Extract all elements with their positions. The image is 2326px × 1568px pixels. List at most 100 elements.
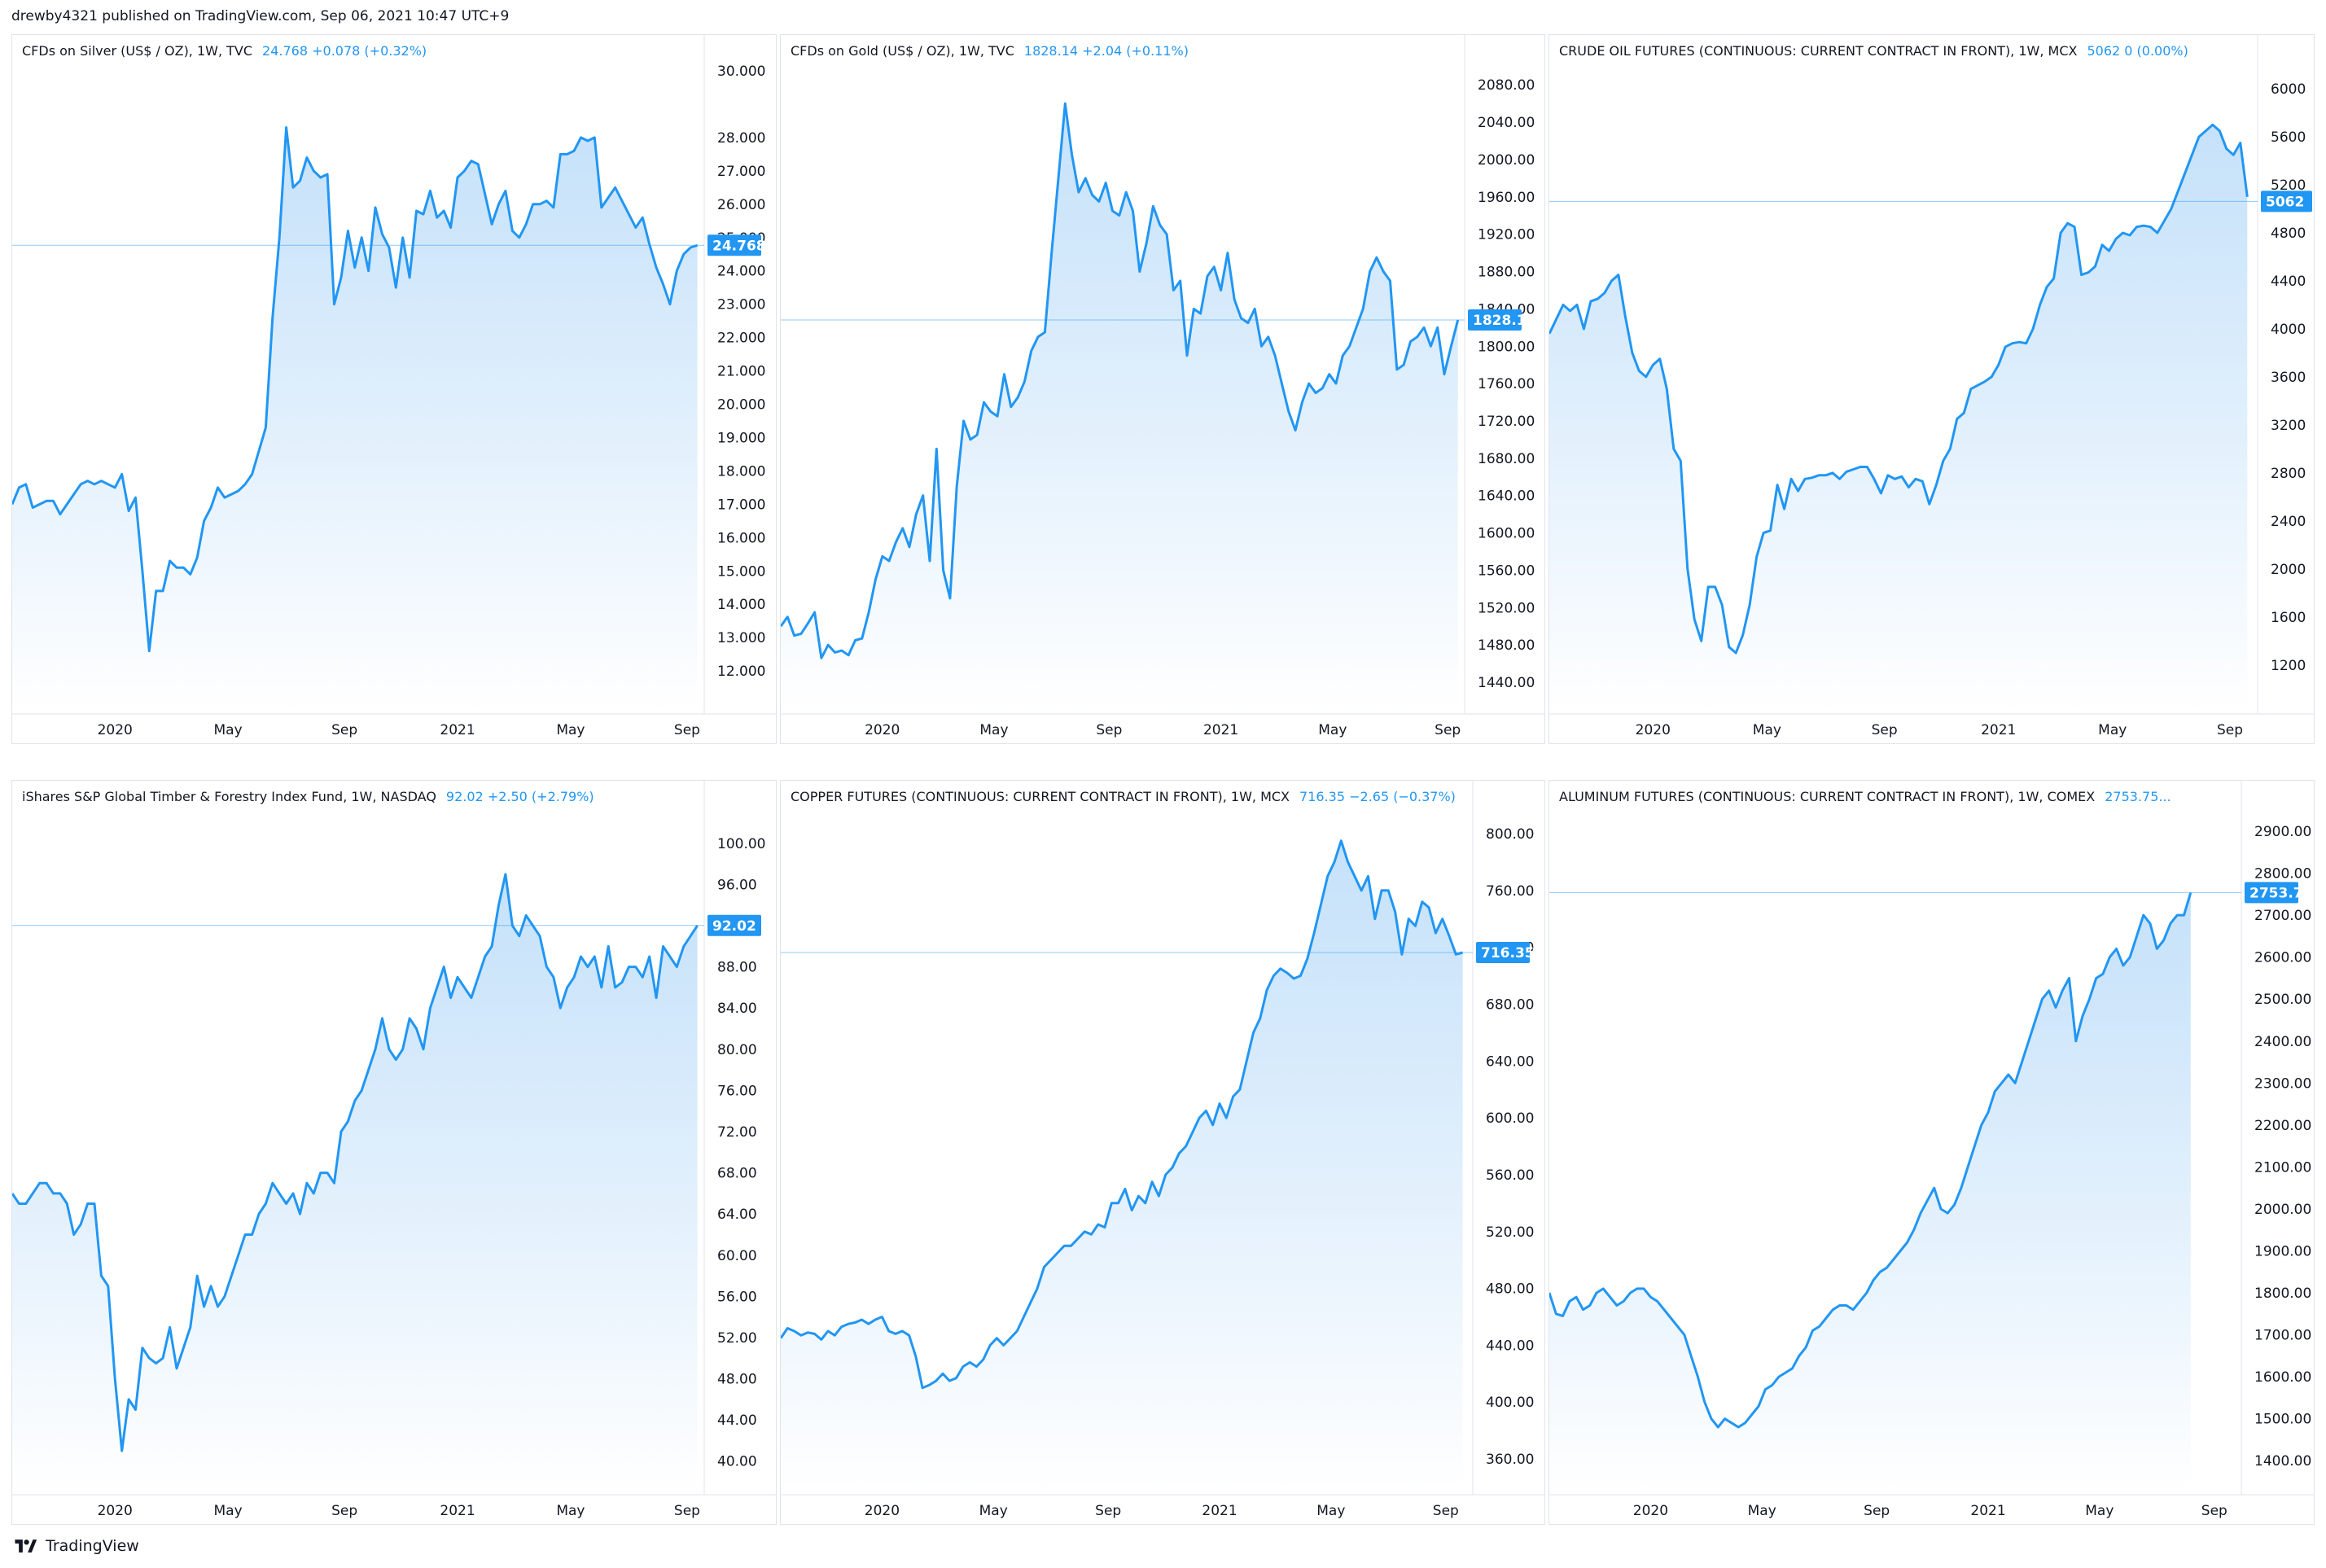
y-tick-label: 76.00 xyxy=(717,1083,757,1099)
y-tick-label: 1480.00 xyxy=(1478,637,1535,654)
y-tick-label: 3200 xyxy=(2271,418,2306,434)
symbol-label: COPPER FUTURES (CONTINUOUS: CURRENT CONT… xyxy=(791,789,1290,804)
chart-panel[interactable]: 30.00028.00027.00026.00025.00024.00023.0… xyxy=(11,34,777,744)
y-tick-label: 2800.00 xyxy=(2254,866,2311,883)
y-tick-label: 1600.00 xyxy=(1478,526,1535,542)
chart-panel[interactable]: 2080.00 2040.00 2000.00 1960.00 1920.00 1880.… xyxy=(780,34,1545,744)
y-tick-label: 28.000 xyxy=(717,130,765,147)
series-area xyxy=(1549,125,2248,713)
quote-label: 5062 0 (0.00%) xyxy=(2087,43,2188,59)
chart-panel[interactable]: 6000 5600 5200 4800 4400 4000 3600 3200 2800 2400… xyxy=(1548,34,2315,744)
y-tick-label: 1600.00 xyxy=(2254,1369,2311,1386)
y-tick-label: 2400 xyxy=(2271,514,2306,530)
chart-svg: 800.00760.00720.00680.00640.00600.00560.… xyxy=(781,781,1544,1519)
y-tick-label: 480.00 xyxy=(1486,1281,1534,1298)
y-tick-label: 1400.00 xyxy=(2254,1453,2311,1469)
x-tick-label: May xyxy=(979,722,1008,738)
x-tick-label: Sep xyxy=(674,1503,700,1519)
y-tick-label: 6000 xyxy=(2271,81,2306,98)
y-tick-label: 4800 xyxy=(2271,226,2306,242)
x-tick-label: Sep xyxy=(1433,1503,1459,1519)
symbol-label: CFDs on Silver (US$ / OZ), 1W, TVC xyxy=(22,43,253,59)
publisher-line: drewby4321 published on TradingView.com,… xyxy=(11,8,510,24)
quote-label: 24.768 +0.078 (+0.32%) xyxy=(262,43,427,59)
y-tick-label: 20.000 xyxy=(717,397,765,414)
chart-legend: COPPER FUTURES (CONTINUOUS: CURRENT CONT… xyxy=(791,789,1456,804)
y-tick-label: 2600.00 xyxy=(2254,950,2311,966)
chart-legend: CFDs on Gold (US$ / OZ), 1W, TVC 1828.14 … xyxy=(791,43,1189,59)
y-tick-label: 60.00 xyxy=(717,1248,757,1264)
symbol-label: ALUMINUM FUTURES (CONTINUOUS: CURRENT CO… xyxy=(1559,789,2096,804)
y-tick-label: 52.00 xyxy=(717,1330,757,1347)
y-tick-label: 2400.00 xyxy=(2254,1034,2311,1050)
x-tick-label: Sep xyxy=(674,722,700,738)
last-price-label: 24.768 xyxy=(712,238,766,254)
y-tick-label: 2200.00 xyxy=(2254,1118,2311,1134)
y-tick-label: 80.00 xyxy=(717,1042,757,1058)
last-price-badge xyxy=(1468,309,1522,331)
series-area xyxy=(781,103,1458,713)
quote-label: 2753.75... xyxy=(2105,789,2171,804)
y-tick-label: 1900.00 xyxy=(2254,1243,2311,1259)
series-line xyxy=(1549,891,2192,1429)
y-tick-label: 1200 xyxy=(2271,658,2306,674)
x-tick-label: May xyxy=(1316,1503,1345,1519)
x-tick-label: Sep xyxy=(2201,1503,2227,1519)
chart-panel[interactable]: 2900.00 2800.00 2700.00 2600.00 2500.00 2400.… xyxy=(1548,780,2315,1525)
x-tick-label: Sep xyxy=(331,1503,357,1519)
y-tick-label: 2500.00 xyxy=(2254,992,2311,1008)
x-tick-label: May xyxy=(2085,1503,2114,1519)
y-tick-label: 56.00 xyxy=(717,1289,757,1305)
chart-legend: ALUMINUM FUTURES (CONTINUOUS: CURRENT CO… xyxy=(1559,789,2171,804)
x-tick-label: Sep xyxy=(1872,722,1898,738)
y-tick-label: 1560.00 xyxy=(1478,563,1535,579)
x-tick-label: 2021 xyxy=(440,722,475,738)
y-tick-label: 800.00 xyxy=(1486,826,1534,843)
last-price-badge xyxy=(1476,941,1530,963)
y-tick-label: 2900.00 xyxy=(2254,824,2311,840)
y-tick-label: 1960.00 xyxy=(1478,190,1535,206)
chart-svg: 30.00028.00027.00026.00025.00024.00023.0… xyxy=(12,35,776,738)
x-tick-label: 2021 xyxy=(440,1503,475,1519)
y-tick-label: 26.000 xyxy=(717,197,765,213)
y-tick-label: 1720.00 xyxy=(1478,414,1535,430)
y-tick-label: 2800 xyxy=(2271,466,2306,482)
tradingview-logo-icon xyxy=(15,1540,37,1553)
y-tick-label: 2000.00 xyxy=(2254,1202,2311,1218)
y-tick-label: 5200 xyxy=(2271,177,2306,194)
quote-label: 716.35 −2.65 (−0.37%) xyxy=(1299,789,1456,804)
y-tick-label: 4400 xyxy=(2271,274,2306,290)
y-tick-label: 2080.00 xyxy=(1478,77,1535,94)
y-tick-label: 19.000 xyxy=(717,430,765,446)
footer: TradingView xyxy=(11,1534,139,1558)
y-tick-label: 13.000 xyxy=(717,630,765,646)
y-tick-label: 96.00 xyxy=(717,877,757,893)
series-line xyxy=(781,839,1464,1390)
x-tick-label: 2021 xyxy=(1970,1503,2005,1519)
footer-brand: TradingView xyxy=(46,1537,139,1555)
chart-panel[interactable]: 800.00760.00720.00680.00640.00600.00560.… xyxy=(780,780,1545,1525)
chart-svg: 2080.00 2040.00 2000.00 1960.00 1920.00 1880.… xyxy=(781,35,1544,738)
x-tick-label: 2020 xyxy=(1633,1503,1668,1519)
y-tick-label: 2300.00 xyxy=(2254,1075,2311,1092)
y-tick-label: 440.00 xyxy=(1486,1338,1534,1354)
series-area xyxy=(12,127,698,713)
x-tick-label: May xyxy=(214,722,243,738)
chart-legend: CRUDE OIL FUTURES (CONTINUOUS: CURRENT C… xyxy=(1559,43,2188,59)
x-tick-label: May xyxy=(1748,1503,1776,1519)
x-tick-label: 2020 xyxy=(98,722,133,738)
y-tick-label: 100.00 xyxy=(717,836,765,852)
y-tick-label: 600.00 xyxy=(1486,1110,1534,1127)
symbol-label: iShares S&P Global Timber & Forestry Ind… xyxy=(22,789,436,804)
symbol-label: CFDs on Gold (US$ / OZ), 1W, TVC xyxy=(791,43,1014,59)
series-line xyxy=(781,102,1460,659)
x-tick-label: 2020 xyxy=(98,1503,133,1519)
y-tick-label: 15.000 xyxy=(717,563,765,580)
y-tick-label: 68.00 xyxy=(717,1166,757,1182)
series-area xyxy=(12,874,698,1493)
chart-panel[interactable]: 100.0096.0092.0088.0084.0080.0076.0072.0… xyxy=(11,780,777,1525)
x-tick-label: Sep xyxy=(2217,722,2243,738)
symbol-label: CRUDE OIL FUTURES (CONTINUOUS: CURRENT C… xyxy=(1559,43,2078,59)
quote-label: 1828.14 +2.04 (+0.11%) xyxy=(1023,43,1189,59)
x-tick-label: 2020 xyxy=(865,1503,900,1519)
